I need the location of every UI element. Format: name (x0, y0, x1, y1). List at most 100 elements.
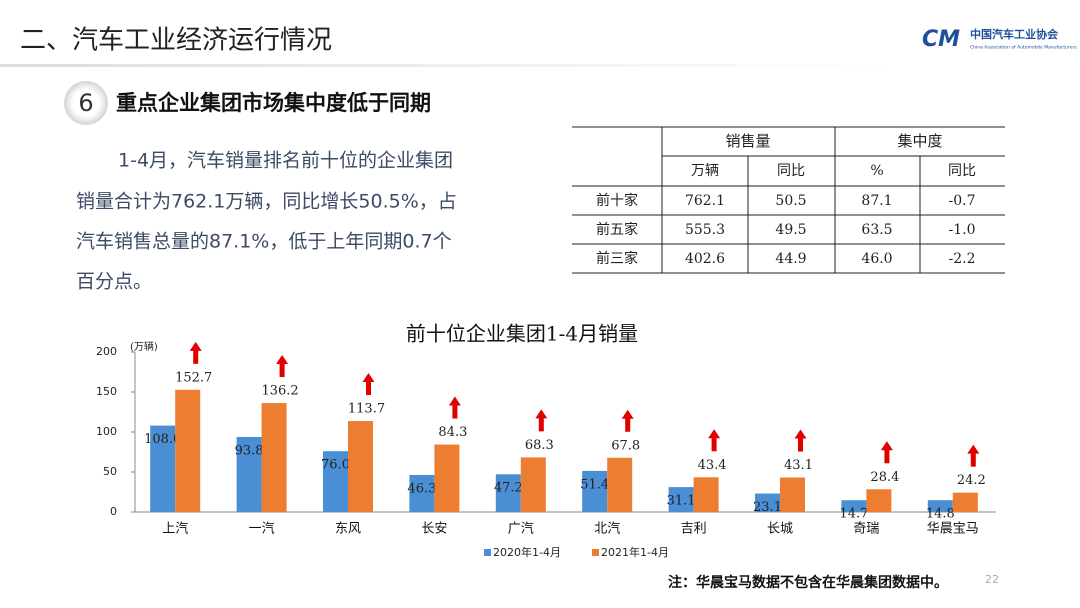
bar (668, 487, 694, 512)
table-grid (572, 126, 1005, 274)
legend-swatch (592, 549, 599, 556)
arrow-head (621, 409, 634, 419)
value-label: 93.8 (235, 443, 264, 458)
table-cell: 46.0 (861, 251, 892, 267)
value-label: 47.2 (494, 481, 523, 496)
arrow-head (880, 441, 893, 451)
table-cell: 63.5 (861, 222, 892, 238)
arrow-shaft (711, 437, 717, 452)
bar (175, 389, 201, 512)
table-cell: 前五家 (596, 221, 638, 238)
table-group-header: 集中度 (897, 132, 942, 150)
bar (755, 493, 780, 512)
y-tick-label: 0 (110, 505, 117, 518)
arrow-head (708, 429, 721, 439)
table-sub-header: 万辆 (691, 163, 719, 179)
x-tick-label: 奇瑞 (853, 521, 879, 537)
bar (236, 436, 262, 512)
bar (952, 492, 978, 512)
value-label: 31.1 (667, 494, 696, 509)
table-sub-header: % (870, 163, 883, 179)
arrow-head (189, 341, 202, 351)
table-cell: 87.1 (861, 193, 892, 209)
table-group-header: 销售量 (725, 132, 770, 150)
x-tick-label: 广汽 (508, 522, 534, 537)
table-cell: 前十家 (596, 192, 638, 209)
value-label: 136.2 (261, 384, 298, 399)
page-number: 22 (985, 573, 999, 586)
table-cell: 762.1 (685, 193, 725, 209)
arrow-shaft (538, 417, 544, 432)
x-tick-label: 上汽 (162, 522, 188, 537)
x-tick-label: 北汽 (594, 522, 620, 537)
bar (582, 470, 608, 512)
y-tick-label: 100 (96, 425, 117, 438)
bar (780, 477, 805, 512)
table-sub-header: 同比 (948, 163, 976, 179)
arrow-head (967, 444, 980, 454)
legend-swatch (484, 549, 491, 556)
value-label: 46.3 (407, 481, 436, 496)
section-number: 6 (78, 89, 93, 117)
table-cell: -0.7 (949, 193, 976, 209)
table-sub-header: 同比 (777, 163, 805, 179)
value-label: 43.4 (698, 458, 727, 473)
bar (927, 500, 953, 512)
y-tick-label: 200 (96, 345, 117, 358)
section-title: 重点企业集团市场集中度低于同期 (116, 91, 431, 115)
x-tick-label: 东风 (335, 522, 361, 537)
value-label: 67.8 (611, 438, 640, 453)
bar (409, 474, 435, 512)
value-label: 113.7 (348, 402, 385, 417)
paragraph-line: 销量合计为762.1万辆，同比增长50.5%，占 (76, 191, 457, 213)
x-tick-label: 长安 (421, 522, 447, 537)
y-tick-label: 50 (103, 465, 117, 478)
x-tick-label: 一汽 (249, 522, 275, 537)
logo-en: China Association of Automobile Manufact… (970, 45, 1077, 51)
bar (607, 457, 633, 512)
table-cell: 49.5 (775, 222, 806, 238)
arrow-head (794, 429, 807, 439)
y-tick-label: 150 (96, 385, 117, 398)
table-cell: 402.6 (685, 251, 725, 267)
bar (495, 474, 521, 512)
y-axis-label: (万辆) (130, 340, 158, 353)
value-label: 152.7 (175, 370, 212, 385)
value-label: 14.7 (839, 507, 868, 522)
arrow-shaft (625, 417, 631, 432)
legend-label: 2021年1-4月 (601, 545, 669, 559)
table-cell: 555.3 (685, 222, 725, 238)
header-title: 二、汽车工业经济运行情况 (20, 26, 332, 56)
arrow-shaft (193, 349, 199, 364)
value-label: 23.1 (753, 500, 782, 515)
bar (323, 451, 348, 512)
logo-cn: 中国汽车工业协会 (970, 27, 1059, 41)
bar (866, 489, 892, 512)
bar (348, 421, 373, 512)
bar (841, 500, 867, 512)
x-tick-label: 吉利 (681, 522, 707, 537)
value-label: 28.4 (870, 470, 899, 485)
bar (150, 425, 176, 512)
paragraph-line: 百分点。 (76, 271, 152, 293)
arrow-shaft (884, 449, 890, 464)
bar (520, 457, 546, 512)
logo-mark: CM (922, 27, 960, 52)
note: 注：华晨宝马数据不包含在华晨集团数据中。 (668, 574, 948, 591)
bar (434, 444, 460, 512)
table-cell: 前三家 (596, 250, 638, 267)
value-label: 43.1 (784, 458, 813, 473)
value-label: 24.2 (957, 473, 986, 488)
value-label: 14.8 (926, 507, 955, 522)
paragraph-line: 汽车销售总量的87.1%，低于上年同期0.7个 (76, 231, 452, 253)
arrow-shaft (970, 452, 976, 467)
value-label: 51.4 (580, 477, 609, 492)
table-cell: 44.9 (775, 251, 806, 267)
header-rule (0, 64, 900, 67)
legend-label: 2020年1-4月 (493, 545, 561, 559)
x-tick-label: 长城 (767, 522, 793, 537)
x-tick-label: 华晨宝马 (927, 522, 979, 537)
chart-title: 前十位企业集团1-4月销量 (406, 322, 638, 346)
table-cell: 50.5 (775, 193, 806, 209)
